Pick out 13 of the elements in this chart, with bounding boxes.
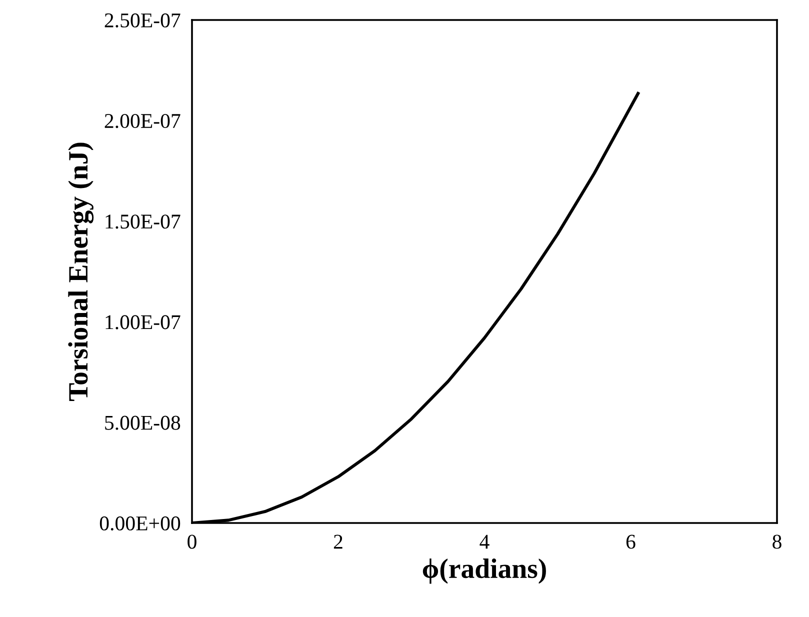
y-tick-label: 2.00E-07 [104, 114, 180, 128]
x-tick-label: 4 [480, 534, 490, 549]
y-tick-label: 1.50E-07 [106, 214, 180, 229]
y-axis-title: Torsional Energy (nJ) [68, 142, 94, 401]
y-tick-label: 2.50E-07 [104, 13, 180, 28]
y-tick-label: 5.00E-08 [105, 416, 180, 430]
x-tick-label: 2 [334, 534, 342, 549]
y-tick-label: 0.00E+00 [100, 516, 180, 531]
x-tick-label: 0 [188, 534, 196, 549]
x-tick-label: 6 [626, 534, 636, 549]
x-tick-label: 8 [772, 534, 782, 549]
x-axis-title: ϕ(radians) [422, 558, 546, 584]
y-tick-label: 1.00E-07 [106, 315, 180, 330]
